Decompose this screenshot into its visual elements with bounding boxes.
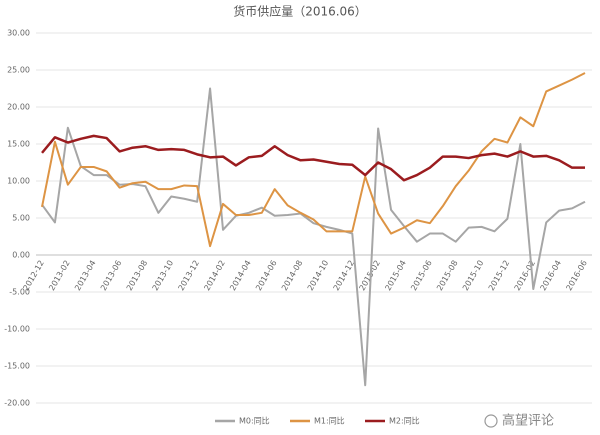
series-line: [41, 72, 586, 248]
y-tick-label: -20.00: [4, 399, 30, 408]
watermark-text: 高望评论: [502, 413, 554, 429]
legend-label: M2:同比: [389, 416, 420, 426]
series-line: [41, 134, 585, 182]
y-tick-label: 15.00: [7, 140, 30, 149]
y-tick-label: 5.00: [12, 214, 30, 223]
watermark: 高望评论: [484, 413, 554, 429]
y-tick-label: 30.00: [7, 29, 30, 38]
y-tick-label: 0.00: [12, 251, 30, 260]
y-tick-label: -15.00: [4, 362, 30, 371]
y-tick-label: 20.00: [7, 103, 30, 112]
y-tick-label: 10.00: [7, 177, 30, 186]
y-tick-label: -10.00: [4, 325, 30, 334]
legend-label: M1:同比: [314, 416, 345, 426]
watermark-icon: [484, 414, 498, 428]
legend-label: M0:同比: [239, 416, 270, 426]
y-tick-label: -5.00: [9, 288, 30, 297]
chart-title: 货币供应量（2016.06）: [233, 4, 367, 19]
y-tick-label: 25.00: [7, 66, 30, 75]
